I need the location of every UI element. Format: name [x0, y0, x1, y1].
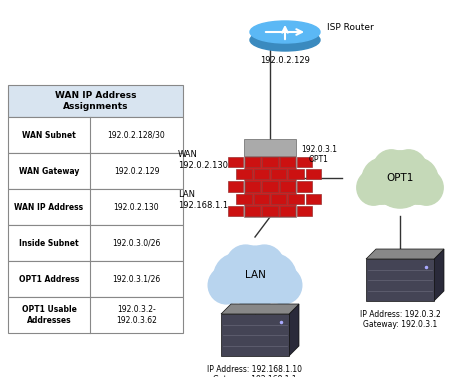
FancyBboxPatch shape: [8, 117, 183, 153]
FancyBboxPatch shape: [262, 206, 278, 216]
Ellipse shape: [378, 175, 421, 208]
Text: ISP Router: ISP Router: [327, 23, 374, 32]
FancyBboxPatch shape: [245, 157, 260, 167]
FancyBboxPatch shape: [8, 85, 183, 117]
Ellipse shape: [208, 267, 245, 304]
Text: 192.0.3.2-
192.0.3.62: 192.0.3.2- 192.0.3.62: [116, 305, 157, 325]
Text: IP Address: 192.168.1.10
Gateway: 192.168.1.1
1:1 NAT to 192.0.3.10: IP Address: 192.168.1.10 Gateway: 192.16…: [208, 365, 302, 377]
Text: 192.0.3.1
OPT1: 192.0.3.1 OPT1: [301, 145, 337, 164]
FancyBboxPatch shape: [237, 194, 252, 204]
Ellipse shape: [391, 150, 427, 188]
Ellipse shape: [221, 254, 289, 306]
FancyBboxPatch shape: [297, 206, 312, 216]
Polygon shape: [289, 304, 299, 356]
Text: 192.0.2.129: 192.0.2.129: [260, 56, 310, 65]
Text: Inside Subnet: Inside Subnet: [19, 239, 79, 247]
FancyBboxPatch shape: [8, 225, 183, 261]
FancyBboxPatch shape: [8, 153, 183, 189]
FancyBboxPatch shape: [271, 169, 286, 179]
Ellipse shape: [213, 254, 257, 303]
Text: IP Address: 192.0.3.2
Gateway: 192.0.3.1: IP Address: 192.0.3.2 Gateway: 192.0.3.1: [360, 310, 440, 329]
FancyBboxPatch shape: [254, 169, 269, 179]
FancyBboxPatch shape: [228, 206, 243, 216]
Polygon shape: [366, 249, 444, 259]
Text: WAN Gateway: WAN Gateway: [19, 167, 79, 176]
FancyBboxPatch shape: [228, 181, 243, 192]
Ellipse shape: [357, 170, 391, 205]
FancyBboxPatch shape: [297, 181, 312, 192]
Ellipse shape: [398, 158, 438, 204]
Ellipse shape: [369, 159, 431, 207]
Ellipse shape: [362, 158, 402, 204]
Ellipse shape: [245, 245, 284, 286]
FancyBboxPatch shape: [245, 206, 260, 216]
FancyBboxPatch shape: [280, 157, 295, 167]
FancyBboxPatch shape: [8, 189, 183, 225]
FancyBboxPatch shape: [280, 181, 295, 192]
Text: OPT1 Usable
Addresses: OPT1 Usable Addresses: [21, 305, 76, 325]
FancyBboxPatch shape: [280, 206, 295, 216]
Ellipse shape: [265, 267, 302, 304]
Polygon shape: [434, 249, 444, 301]
FancyBboxPatch shape: [244, 139, 296, 156]
FancyBboxPatch shape: [8, 297, 183, 333]
Text: 192.0.2.128/30: 192.0.2.128/30: [108, 130, 165, 139]
Text: LAN: LAN: [245, 270, 265, 280]
Text: OPT1 Address: OPT1 Address: [19, 274, 79, 284]
Text: 192.0.2.130: 192.0.2.130: [114, 202, 159, 211]
FancyBboxPatch shape: [262, 181, 278, 192]
Text: WAN IP Address
Assignments: WAN IP Address Assignments: [55, 91, 136, 111]
Text: LAN
192.168.1.1: LAN 192.168.1.1: [178, 190, 228, 210]
Text: OPT1: OPT1: [386, 173, 414, 183]
FancyBboxPatch shape: [306, 194, 321, 204]
FancyBboxPatch shape: [245, 181, 260, 192]
Text: WAN
192.0.2.130: WAN 192.0.2.130: [178, 150, 228, 170]
Ellipse shape: [374, 151, 427, 205]
Text: 192.0.3.1/26: 192.0.3.1/26: [112, 274, 161, 284]
FancyBboxPatch shape: [228, 157, 243, 167]
Ellipse shape: [232, 271, 278, 307]
FancyBboxPatch shape: [262, 157, 278, 167]
Ellipse shape: [226, 245, 265, 286]
Polygon shape: [221, 304, 299, 314]
FancyBboxPatch shape: [288, 169, 304, 179]
FancyBboxPatch shape: [221, 314, 289, 356]
Text: 192.0.3.0/26: 192.0.3.0/26: [112, 239, 161, 247]
FancyBboxPatch shape: [297, 157, 312, 167]
FancyBboxPatch shape: [288, 194, 304, 204]
Ellipse shape: [253, 254, 297, 303]
FancyBboxPatch shape: [366, 259, 434, 301]
Text: 192.0.2.129: 192.0.2.129: [114, 167, 159, 176]
Ellipse shape: [373, 150, 410, 188]
Ellipse shape: [250, 21, 320, 43]
FancyBboxPatch shape: [244, 156, 296, 217]
Ellipse shape: [410, 170, 443, 205]
FancyBboxPatch shape: [237, 169, 252, 179]
FancyBboxPatch shape: [8, 261, 183, 297]
Ellipse shape: [250, 29, 320, 51]
FancyBboxPatch shape: [254, 194, 269, 204]
Text: WAN IP Address: WAN IP Address: [14, 202, 83, 211]
Ellipse shape: [227, 246, 283, 304]
FancyBboxPatch shape: [306, 169, 321, 179]
FancyBboxPatch shape: [271, 194, 286, 204]
Text: WAN Subnet: WAN Subnet: [22, 130, 76, 139]
